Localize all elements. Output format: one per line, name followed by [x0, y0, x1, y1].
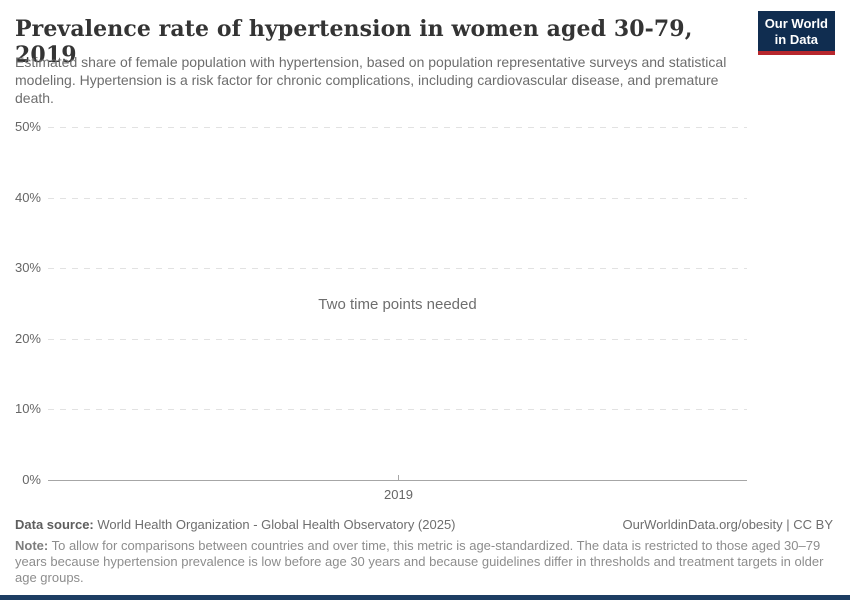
footer-note: Note: To allow for comparisons between c…	[15, 538, 836, 586]
y-axis-tick-0: 0%	[22, 472, 41, 487]
note-value: To allow for comparisons between countri…	[15, 538, 824, 585]
gridline-10	[48, 409, 747, 410]
x-axis-line	[48, 480, 747, 481]
owid-logo-line2: in Data	[774, 32, 819, 47]
y-axis-tick-10: 10%	[14, 401, 41, 416]
y-axis-tick-30: 30%	[14, 260, 41, 275]
chart-subtitle: Estimated share of female population wit…	[15, 54, 727, 106]
data-source-label: Data source:	[15, 517, 94, 532]
note-label: Note:	[15, 538, 49, 553]
data-source-text: Data source: World Health Organization -…	[15, 517, 456, 532]
owid-logo-line1: Our World	[764, 16, 828, 31]
gridline-20	[48, 339, 747, 340]
page-title: Prevalence rate of hypertension in women…	[15, 16, 693, 68]
empty-chart-message: Two time points needed	[318, 296, 477, 313]
x-axis-tick-2019: 2019	[384, 487, 413, 502]
attribution-link[interactable]: OurWorldinData.org/obesity | CC BY	[622, 517, 834, 532]
footer-source-row: Data source: World Health Organization -…	[15, 517, 833, 532]
bottom-accent-bar	[0, 595, 850, 600]
owid-logo[interactable]: Our World in Data	[757, 11, 835, 55]
gridline-30	[48, 268, 747, 269]
y-axis-tick-40: 40%	[14, 190, 41, 205]
x-axis-tick-mark	[398, 475, 399, 480]
y-axis-tick-50: 50%	[14, 119, 41, 134]
y-axis-tick-20: 20%	[14, 331, 41, 346]
gridline-50	[48, 127, 747, 128]
data-source-value: World Health Organization - Global Healt…	[93, 517, 456, 532]
gridline-40	[48, 198, 747, 199]
